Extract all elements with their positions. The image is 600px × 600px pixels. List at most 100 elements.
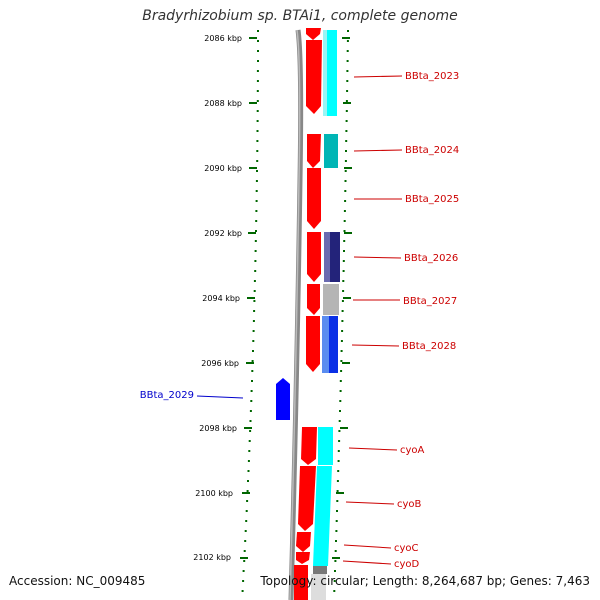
scale-dot	[245, 520, 248, 522]
gene-label[interactable]: cyoB	[397, 499, 422, 510]
tick-mark	[340, 427, 348, 429]
cog-block	[313, 466, 332, 566]
forward-genes	[294, 28, 322, 600]
scale-dot	[249, 410, 252, 412]
scale-dot	[342, 270, 345, 272]
scale-dot	[244, 540, 247, 542]
gene-arrow[interactable]	[306, 28, 321, 40]
scale-dot	[257, 40, 259, 42]
tick-label: 2086 kbp	[204, 34, 242, 43]
scale-dot	[251, 360, 254, 362]
gene-label[interactable]: BBta_2024	[405, 145, 459, 156]
gene-label[interactable]: BBta_2023	[405, 71, 459, 82]
scale-dot	[342, 260, 345, 262]
gene-arrow[interactable]	[307, 134, 321, 168]
scale-dots	[241, 30, 349, 592]
scale-dot	[253, 310, 256, 312]
gene-arrow[interactable]	[306, 40, 322, 114]
scale-tick-marks	[240, 37, 352, 559]
tick-mark	[248, 232, 256, 234]
scale-dot	[334, 550, 337, 552]
scale-dot	[248, 450, 251, 452]
cog-block	[311, 574, 326, 600]
scale-dot	[339, 380, 342, 382]
gene-label[interactable]: cyoD	[394, 559, 420, 570]
scale-dot	[336, 490, 339, 492]
gene-arrow[interactable]	[301, 427, 317, 465]
scale-dot	[336, 480, 339, 482]
scale-dot	[337, 460, 340, 462]
tick-mark	[244, 427, 252, 429]
scale-dot	[252, 320, 255, 322]
scale-dot	[339, 400, 342, 402]
scale-dot	[254, 250, 257, 252]
cog-block-shade	[323, 30, 327, 116]
scale-dot	[254, 240, 257, 242]
scale-dot	[345, 100, 348, 102]
gene-block[interactable]	[294, 565, 308, 600]
gene-labels-right: BBta_2023 BBta_2024 BBta_2025 BBta_2026 …	[394, 71, 459, 570]
gene-arrow[interactable]	[296, 552, 310, 564]
gene-label[interactable]: cyoC	[394, 543, 419, 554]
gene-arrow[interactable]	[307, 168, 321, 229]
scale-ticks: 2086 kbp 2088 kbp 2090 kbp 2092 kbp 2094…	[193, 34, 242, 562]
scale-dot	[340, 340, 343, 342]
scale-dot	[249, 430, 252, 432]
gene-label[interactable]: BBta_2027	[403, 296, 457, 307]
tick-mark	[344, 167, 352, 169]
gene-label[interactable]: cyoA	[400, 445, 425, 456]
scale-dot	[256, 80, 259, 82]
gene-label[interactable]: BBta_2028	[402, 341, 456, 352]
scale-dot	[343, 220, 346, 222]
scale-dot	[255, 220, 258, 222]
gene-label[interactable]: BBta_2026	[404, 253, 458, 264]
scale-dot	[247, 480, 249, 482]
tick-mark	[336, 492, 344, 494]
scale-dot	[252, 340, 255, 342]
scale-dot	[340, 360, 343, 362]
scale-dot	[250, 400, 253, 402]
gene-arrow[interactable]	[306, 316, 320, 372]
scale-dot	[255, 210, 258, 212]
tick-label: 2102 kbp	[193, 553, 231, 562]
tick-mark	[343, 297, 351, 299]
scale-dot	[246, 500, 249, 502]
scale-dot	[346, 50, 349, 52]
scale-dot	[243, 560, 246, 562]
gene-arrow[interactable]	[298, 466, 316, 531]
gene-arrow[interactable]	[307, 284, 320, 315]
scale-dot	[252, 330, 255, 332]
scale-dot	[257, 50, 259, 52]
scale-dot	[341, 330, 344, 332]
scale-dot	[257, 60, 259, 62]
gene-arrow[interactable]	[296, 532, 311, 552]
tick-mark	[247, 297, 255, 299]
map-title: Bradyrhizobium sp. BTAi1, complete genom…	[142, 8, 458, 24]
scale-dot	[251, 370, 254, 372]
scale-dot	[345, 150, 347, 152]
scale-dot	[256, 130, 259, 132]
scale-dot	[347, 30, 349, 32]
cog-blocks	[311, 30, 340, 600]
tick-mark	[242, 492, 250, 494]
cog-block-shade	[322, 316, 329, 373]
tick-mark	[342, 362, 350, 364]
scale-dot	[335, 530, 338, 532]
scale-dot	[253, 300, 256, 302]
cog-block-shade	[324, 232, 330, 282]
scale-dot	[257, 30, 259, 32]
gene-arrow[interactable]	[307, 232, 321, 282]
scale-dot	[244, 530, 247, 532]
gene-label[interactable]: BBta_2029	[140, 390, 194, 401]
scale-dot	[254, 260, 257, 262]
gene-label[interactable]: BBta_2025	[405, 194, 459, 205]
scale-dot	[335, 520, 338, 522]
scale-dot	[249, 420, 252, 422]
gene-arrow-reverse[interactable]	[276, 378, 290, 420]
scale-dot	[346, 80, 349, 82]
tick-mark	[342, 37, 350, 39]
tick-mark	[344, 232, 352, 234]
scale-dot	[338, 420, 341, 422]
scale-dot	[344, 160, 347, 162]
scale-dot	[242, 580, 245, 582]
